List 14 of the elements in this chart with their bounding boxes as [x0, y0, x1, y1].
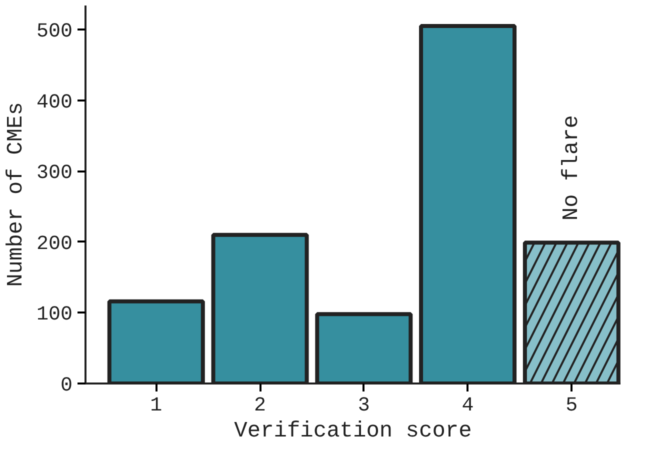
- y-tick-label: 100: [36, 304, 73, 327]
- y-tick-label: 200: [36, 232, 73, 256]
- x-tick-label: 5: [566, 394, 578, 418]
- x-axis-title: Verification score: [234, 418, 472, 444]
- y-axis-title: Number of CMEs: [3, 102, 28, 287]
- y-tick-label: 0: [60, 374, 73, 398]
- y-tick-label: 500: [36, 20, 73, 44]
- y-tick-label: 300: [36, 162, 73, 186]
- y-tick-label: 400: [36, 91, 73, 114]
- x-tick-label: 1: [150, 394, 162, 418]
- x-tick-label: 2: [254, 394, 266, 418]
- annotation: No flare: [559, 115, 584, 221]
- x-tick-label: 3: [358, 394, 370, 418]
- x-tick-label: 4: [462, 394, 474, 418]
